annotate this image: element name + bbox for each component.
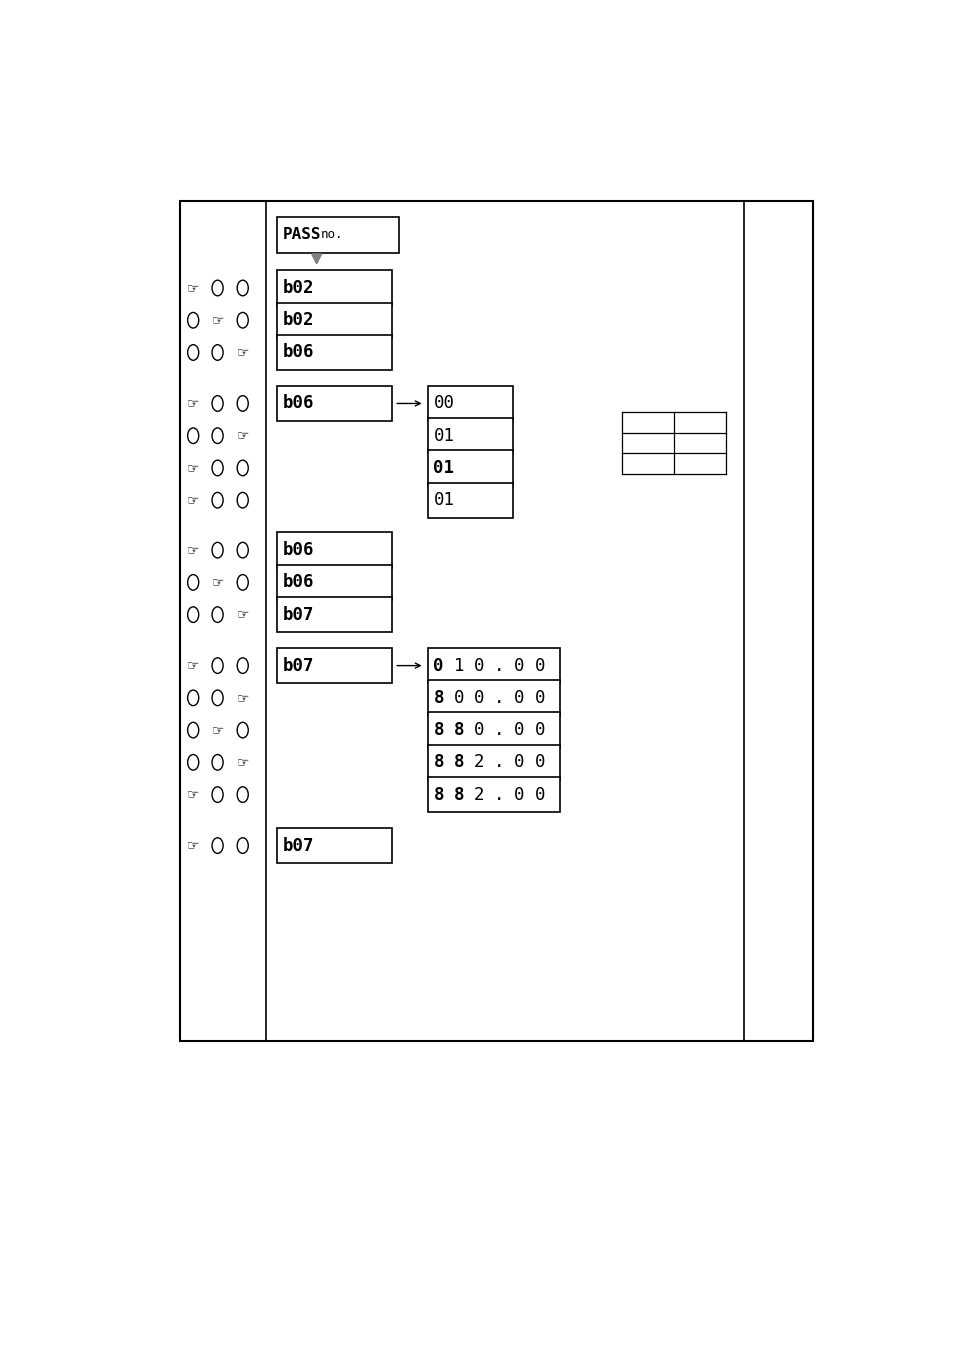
Text: 8: 8 xyxy=(454,754,464,771)
Text: 8: 8 xyxy=(433,721,443,739)
Text: ☞: ☞ xyxy=(187,658,199,673)
Text: ☞: ☞ xyxy=(187,396,199,411)
Text: ☞: ☞ xyxy=(236,608,249,621)
Bar xyxy=(277,597,392,632)
Text: 01: 01 xyxy=(433,492,454,509)
Text: .: . xyxy=(494,689,504,707)
Text: ☞: ☞ xyxy=(236,690,249,705)
Bar xyxy=(277,303,392,338)
Text: b02: b02 xyxy=(282,280,314,297)
Text: ☞: ☞ xyxy=(187,281,199,295)
Text: 2: 2 xyxy=(474,785,484,804)
Text: 0: 0 xyxy=(433,657,443,674)
Bar xyxy=(277,648,392,684)
Text: ☞: ☞ xyxy=(236,755,249,769)
Text: 0: 0 xyxy=(474,721,484,739)
Text: PASS: PASS xyxy=(282,227,321,242)
Bar xyxy=(277,218,399,253)
Text: 0: 0 xyxy=(474,689,484,707)
Text: 0: 0 xyxy=(514,689,524,707)
Text: .: . xyxy=(494,785,504,804)
Bar xyxy=(180,200,812,1042)
Text: b06: b06 xyxy=(282,573,314,592)
Bar xyxy=(277,828,392,863)
Text: .: . xyxy=(494,657,504,674)
Text: ☞: ☞ xyxy=(212,576,224,589)
Bar xyxy=(428,712,559,748)
Text: 0: 0 xyxy=(514,754,524,771)
Text: b06: b06 xyxy=(282,542,314,559)
Text: 0: 0 xyxy=(534,689,544,707)
Text: 8: 8 xyxy=(454,721,464,739)
Bar xyxy=(428,417,513,454)
Bar xyxy=(428,482,513,517)
Bar xyxy=(428,680,559,716)
Text: ☞: ☞ xyxy=(187,493,199,507)
Text: 8: 8 xyxy=(433,689,443,707)
Text: 8: 8 xyxy=(454,785,464,804)
Text: 2: 2 xyxy=(474,754,484,771)
Text: ☞: ☞ xyxy=(187,839,199,852)
Bar xyxy=(277,532,392,567)
Text: 0: 0 xyxy=(474,657,484,674)
Text: 0: 0 xyxy=(534,785,544,804)
Text: b07: b07 xyxy=(282,836,314,855)
Text: b07: b07 xyxy=(282,657,314,674)
Text: ☞: ☞ xyxy=(187,788,199,801)
Text: 8: 8 xyxy=(433,785,443,804)
Text: b06: b06 xyxy=(282,394,314,412)
Text: .: . xyxy=(494,721,504,739)
Text: 0: 0 xyxy=(534,721,544,739)
Text: 8: 8 xyxy=(433,754,443,771)
Text: 0: 0 xyxy=(514,657,524,674)
Text: 1: 1 xyxy=(454,657,464,674)
Text: 0: 0 xyxy=(514,721,524,739)
Text: ☞: ☞ xyxy=(236,346,249,359)
Text: ☞: ☞ xyxy=(212,313,224,327)
Text: 0: 0 xyxy=(454,689,464,707)
Text: 0: 0 xyxy=(534,754,544,771)
Text: 0: 0 xyxy=(514,785,524,804)
Text: ☞: ☞ xyxy=(187,461,199,476)
Bar xyxy=(277,565,392,600)
Bar xyxy=(428,777,559,812)
Bar xyxy=(277,335,392,370)
Text: .: . xyxy=(494,754,504,771)
Bar xyxy=(428,744,559,780)
Text: 01: 01 xyxy=(433,427,454,444)
Bar xyxy=(428,386,513,422)
Text: 00: 00 xyxy=(433,394,454,412)
Text: b06: b06 xyxy=(282,343,314,362)
Bar xyxy=(428,450,513,485)
Bar xyxy=(277,386,392,422)
Text: ☞: ☞ xyxy=(212,723,224,738)
Bar xyxy=(428,648,559,684)
Text: 01: 01 xyxy=(433,459,454,477)
Text: ☞: ☞ xyxy=(236,428,249,443)
Text: ☞: ☞ xyxy=(187,543,199,557)
Text: no.: no. xyxy=(321,228,343,242)
Bar xyxy=(277,270,392,305)
Text: 0: 0 xyxy=(534,657,544,674)
Text: b07: b07 xyxy=(282,605,314,624)
Text: b02: b02 xyxy=(282,311,314,330)
